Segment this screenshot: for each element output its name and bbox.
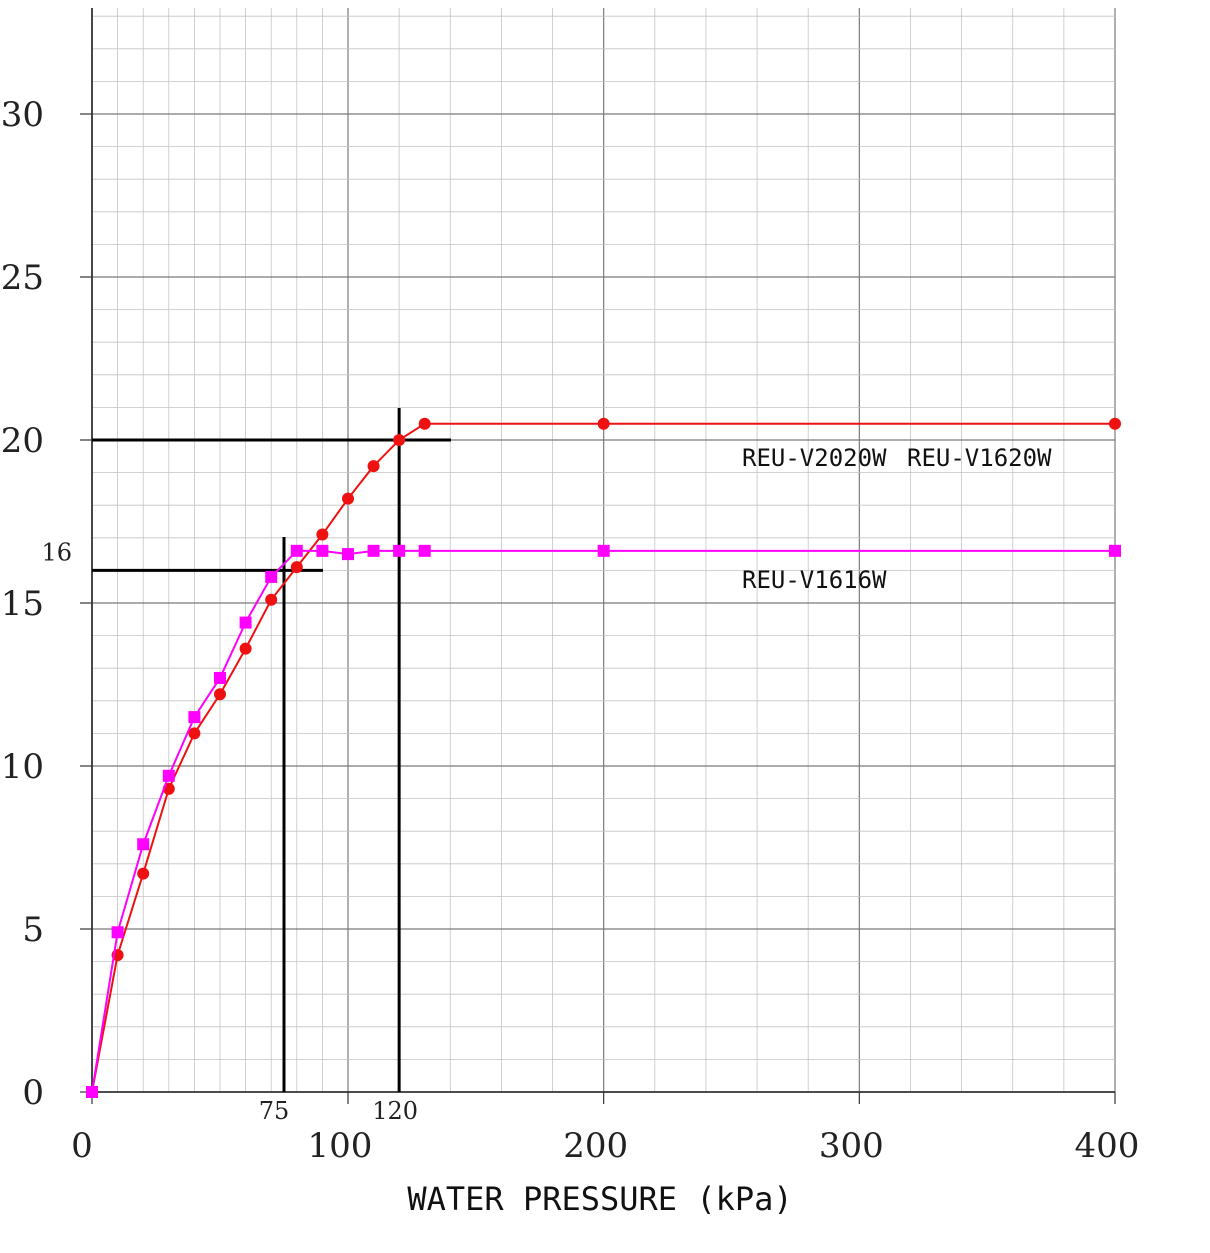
- data-point: [188, 711, 201, 724]
- data-point: [188, 727, 201, 740]
- data-point: [137, 867, 150, 880]
- data-point: [239, 642, 252, 655]
- x-tick-label: 400: [1075, 1126, 1140, 1166]
- data-point: [265, 593, 278, 606]
- axes: [80, 8, 1116, 1104]
- series-label: REU-V2020W: [742, 444, 887, 472]
- data-point: [393, 434, 406, 446]
- reference-label-y: 16: [41, 538, 72, 566]
- data-point: [111, 926, 124, 939]
- series-label: REU-V1620W: [907, 444, 1052, 472]
- y-tick-label: 30: [1, 95, 44, 135]
- y-tick-label: 5: [22, 910, 44, 950]
- data-point: [214, 671, 226, 684]
- y-tick-label: 20: [1, 421, 44, 461]
- data-point: [342, 548, 354, 561]
- reference-lines: [92, 408, 451, 1092]
- data-point: [367, 544, 380, 557]
- data-point: [418, 417, 431, 430]
- x-tick-label: 300: [819, 1126, 884, 1166]
- data-point: [316, 544, 329, 557]
- series-label: REU-V1616W: [742, 566, 887, 594]
- y-tick-label: 10: [1, 747, 44, 787]
- data-point: [316, 528, 329, 541]
- x-tick-label: 100: [308, 1126, 373, 1166]
- data-point: [367, 460, 380, 473]
- data-point: [214, 688, 226, 701]
- data-point: [393, 544, 406, 557]
- reference-label-x: 120: [372, 1097, 418, 1125]
- data-point: [162, 769, 175, 782]
- y-tick-label: 15: [1, 584, 44, 624]
- data-point: [265, 570, 278, 583]
- data-point: [597, 417, 610, 430]
- data-point: [86, 1086, 98, 1098]
- data-point: [597, 544, 610, 557]
- reference-label-x: 75: [259, 1097, 290, 1125]
- y-tick-label: 0: [22, 1073, 44, 1113]
- data-point: [1109, 417, 1121, 430]
- data-point: [418, 544, 431, 557]
- data-point: [137, 838, 150, 851]
- x-axis-title: WATER PRESSURE (kPa): [407, 1180, 792, 1218]
- data-point: [290, 561, 303, 574]
- series-line: [91, 549, 1115, 1093]
- data-point: [290, 544, 303, 557]
- data-point: [342, 492, 354, 505]
- data-point: [239, 616, 252, 629]
- data-point: [1109, 544, 1121, 557]
- y-tick-label: 25: [1, 258, 44, 298]
- series-line: [91, 422, 1115, 1093]
- x-tick-label: 0: [71, 1126, 93, 1166]
- x-tick-label: 200: [563, 1126, 628, 1166]
- series-group: [86, 417, 1121, 1098]
